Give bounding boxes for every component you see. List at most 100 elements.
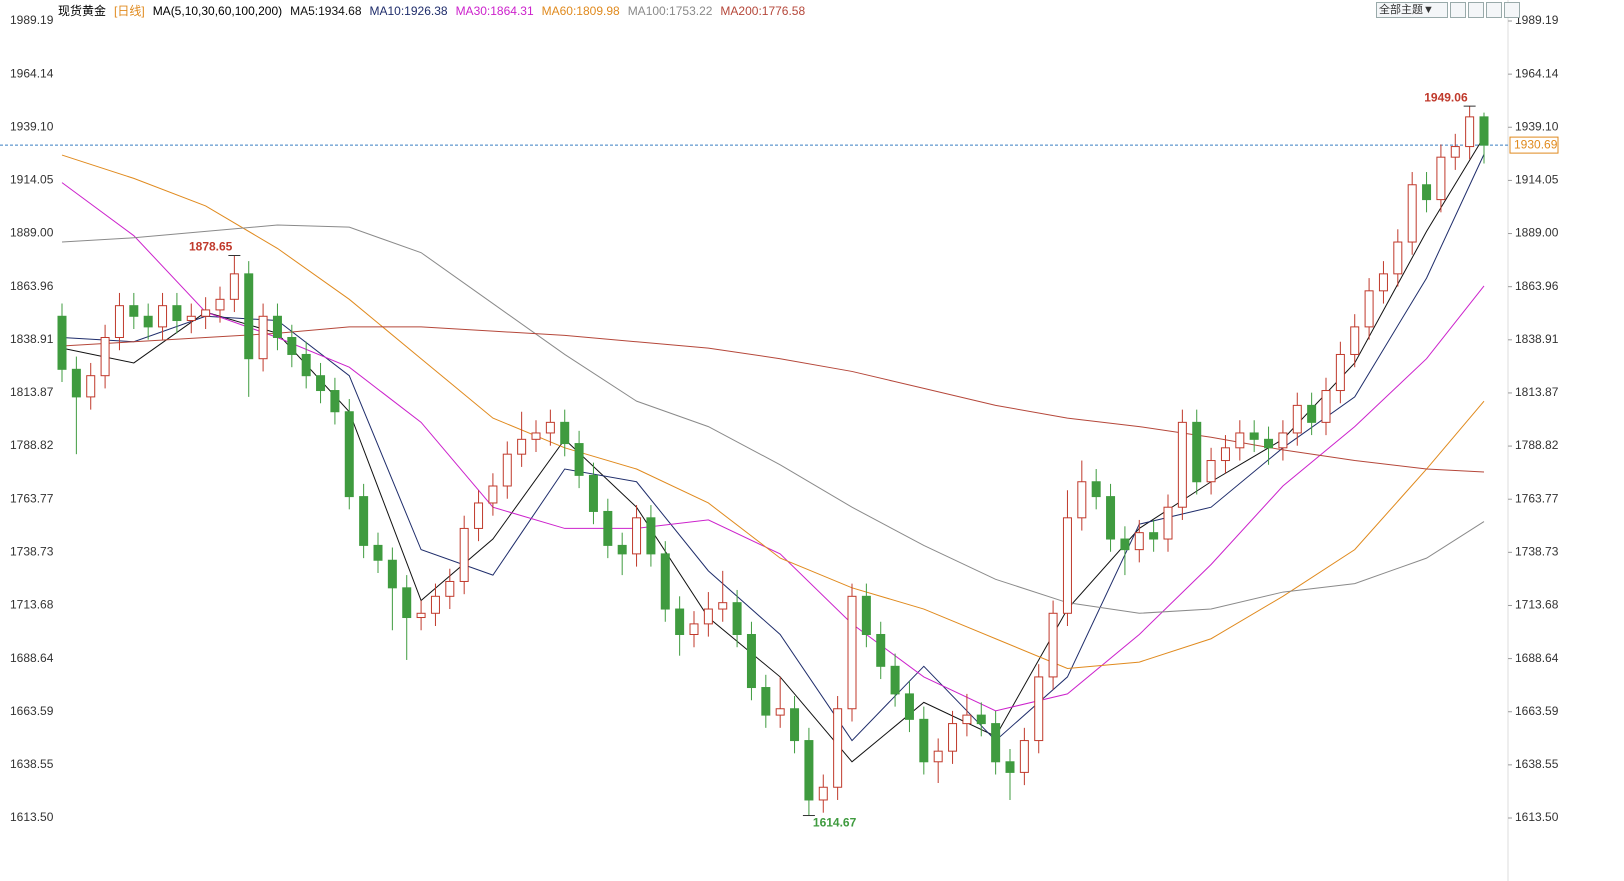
- legend-entry: MA60:1809.98: [541, 4, 620, 18]
- y-tick-label: 1939.10: [1515, 119, 1559, 133]
- candle-body: [71, 368, 81, 398]
- candle-body: [574, 443, 584, 476]
- y-tick-label: 1788.82: [1515, 438, 1559, 452]
- y-tick-label: 1914.05: [1515, 173, 1559, 187]
- candle-body: [344, 411, 354, 498]
- candle-body: [876, 633, 886, 667]
- y-tick-label: 1663.59: [10, 704, 54, 718]
- candle-body: [459, 527, 469, 582]
- candle-body: [847, 595, 857, 710]
- candle-body: [474, 502, 484, 529]
- y-tick-label: 1989.19: [10, 13, 54, 27]
- candle-body: [86, 375, 96, 398]
- candle-body: [1292, 404, 1302, 434]
- candle-body: [201, 309, 211, 317]
- candle-body: [1364, 290, 1374, 328]
- legend: MA5:1934.68 MA10:1926.38 MA30:1864.31 MA60:…: [290, 3, 805, 19]
- legend-entry: MA10:1926.38: [369, 4, 448, 18]
- y-tick-label: 1763.77: [10, 491, 54, 505]
- annotation: 1949.06: [1424, 90, 1468, 104]
- y-tick-label: 1663.59: [1515, 704, 1559, 718]
- candle-body: [488, 485, 498, 504]
- candle-body: [919, 718, 929, 763]
- candle-body: [1206, 460, 1216, 483]
- tool-button[interactable]: [1468, 2, 1484, 18]
- candle-body: [703, 608, 713, 625]
- candle-body: [689, 623, 699, 635]
- theme-button[interactable]: 全部主题▼: [1376, 2, 1448, 18]
- y-tick-label: 1838.91: [1515, 332, 1559, 346]
- candle-body: [933, 750, 943, 763]
- candle-body: [675, 608, 685, 635]
- candle-body: [732, 602, 742, 635]
- candle-body: [1321, 390, 1331, 423]
- candle-body: [1149, 532, 1159, 540]
- ma-line: [61, 136, 1485, 763]
- ma-line: [61, 224, 1485, 614]
- candle-body: [1048, 612, 1058, 678]
- annotation: 1614.67: [813, 816, 857, 830]
- candle-body: [1106, 496, 1116, 540]
- candle-body: [1450, 146, 1460, 158]
- candle-body: [588, 474, 598, 512]
- y-tick-label: 1613.50: [10, 810, 54, 824]
- y-tick-label: 1863.96: [1515, 279, 1559, 293]
- candle-body: [316, 375, 326, 392]
- candle-body: [948, 723, 958, 752]
- candle-body: [1019, 740, 1029, 773]
- candle-body: [244, 273, 254, 360]
- tool-button[interactable]: [1504, 2, 1520, 18]
- y-tick-label: 1863.96: [10, 279, 54, 293]
- candle-body: [746, 633, 756, 689]
- candle-body: [1479, 116, 1489, 146]
- candle-body: [1235, 432, 1245, 449]
- tool-button[interactable]: [1486, 2, 1502, 18]
- candle-body: [617, 544, 627, 555]
- candle-body: [861, 595, 871, 635]
- candle-body: [416, 612, 426, 619]
- candle-body: [100, 336, 110, 377]
- candle-body: [545, 421, 555, 434]
- candle-body: [1422, 184, 1432, 201]
- y-tick-label: 1688.64: [1515, 651, 1559, 665]
- candle-body: [402, 587, 412, 619]
- ma-line: [61, 326, 1485, 473]
- y-tick-label: 1788.82: [10, 438, 54, 452]
- candle-body: [1378, 273, 1388, 292]
- candle-body: [57, 315, 67, 370]
- y-tick-label: 1713.68: [1515, 598, 1559, 612]
- candle-body: [301, 353, 311, 377]
- y-tick-label: 1838.91: [10, 332, 54, 346]
- candle-body: [1249, 432, 1259, 440]
- y-tick-label: 1989.19: [1515, 13, 1559, 27]
- candle-body: [632, 517, 642, 555]
- candle-body: [186, 315, 196, 322]
- toolbar: 全部主题▼: [1376, 2, 1520, 18]
- candle-body: [1134, 532, 1144, 551]
- candle-body: [1264, 438, 1274, 449]
- y-tick-label: 1889.00: [1515, 226, 1559, 240]
- candle-body: [158, 305, 168, 328]
- candle-body: [1091, 481, 1101, 498]
- legend-entry: MA5:1934.68: [290, 4, 362, 18]
- candle-body: [1220, 447, 1230, 462]
- candle-body: [1177, 421, 1187, 508]
- candle-body: [1077, 481, 1087, 519]
- last-price-label: 1930.69: [1514, 137, 1558, 151]
- candle-body: [1034, 676, 1044, 742]
- candle-body: [1350, 326, 1360, 355]
- candle-body: [646, 517, 656, 555]
- y-tick-label: 1713.68: [10, 598, 54, 612]
- y-tick-label: 1914.05: [10, 173, 54, 187]
- candle-body: [904, 693, 914, 720]
- candle-body: [373, 544, 383, 561]
- candle-body: [603, 510, 613, 546]
- ma-label: MA(5,10,30,60,100,200): [152, 4, 283, 18]
- candle-body: [330, 390, 340, 413]
- candle-body: [1278, 432, 1288, 449]
- candle-body: [890, 665, 900, 695]
- tool-button[interactable]: [1450, 2, 1466, 18]
- period[interactable]: [日线]: [114, 4, 145, 18]
- y-tick-label: 1638.55: [10, 757, 54, 771]
